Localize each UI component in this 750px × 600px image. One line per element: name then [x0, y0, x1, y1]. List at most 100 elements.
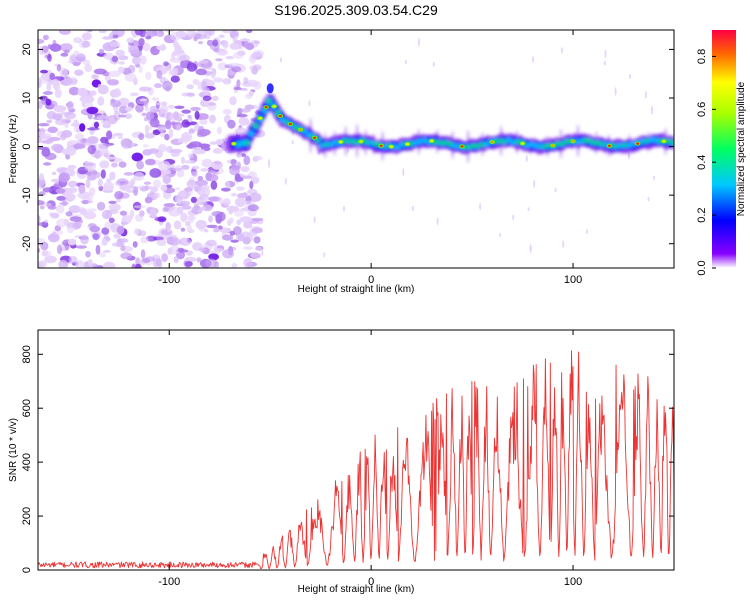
- spectrogram-noise-blob: [59, 43, 73, 52]
- spectrogram-noise-blob: [145, 111, 155, 121]
- spectrogram-noise-blob: [103, 52, 115, 60]
- spectrogram-noise-blob: [222, 40, 229, 50]
- spectrogram-noise-blob: [227, 62, 241, 67]
- spectrogram-noise-blob: [74, 69, 84, 76]
- spectrogram-noise-blob: [239, 216, 253, 224]
- spectrogram-noise-blob: [231, 262, 238, 268]
- spectrogram-noise-blob: [208, 196, 222, 202]
- spectrogram-noise-blob: [78, 184, 86, 194]
- spectrogram-noise-blob: [43, 162, 52, 166]
- spectrogram-noise-blob: [222, 198, 231, 206]
- spectrogram-noise-blob: [197, 221, 206, 232]
- spectrogram-noise-blob: [124, 73, 137, 82]
- snr-y-tick-label: 400: [21, 453, 33, 471]
- spectrogram-noise-blob: [201, 80, 207, 91]
- spectrogram-noise-speck: [479, 202, 482, 211]
- spectrogram-noise-blob: [217, 225, 223, 230]
- signal-inner: [323, 142, 330, 147]
- spectrogram-noise-blob: [229, 217, 234, 224]
- spectrogram-noise-blob: [251, 217, 264, 222]
- spectrogram-noise-blob: [180, 212, 188, 223]
- spectrogram-noise-blob: [149, 118, 160, 128]
- snr-y-tick-label: 600: [21, 399, 33, 417]
- spectrogram-noise-blob: [181, 109, 191, 114]
- spectrogram-noise-blob: [50, 212, 60, 219]
- spectrogram-noise-speck: [308, 100, 311, 107]
- spectrogram-noise-blob: [85, 178, 91, 189]
- spectrogram-noise-blob: [169, 57, 182, 63]
- spectrogram-noise-blob: [40, 69, 48, 74]
- spectrogram-frame: [37, 29, 675, 269]
- spectrogram-noise-blob: [205, 239, 217, 247]
- spectrogram-noise-speck: [411, 205, 414, 212]
- spectrogram-noise-speck: [432, 61, 435, 67]
- spectrogram-noise-blob: [164, 133, 170, 141]
- spectrogram-noise-blob: [128, 64, 136, 74]
- spectrogram-noise-blob: [176, 124, 181, 132]
- spectrogram-noise-blob: [222, 108, 232, 115]
- spectrogram-noise-blob: [80, 234, 89, 245]
- spectrogram-y-tick-label: 20: [21, 43, 33, 55]
- spectrogram-noise-blob: [81, 95, 95, 103]
- signal-inner: [345, 138, 352, 144]
- signal-hotspot-peak: [551, 144, 555, 147]
- spectrogram-noise-blob: [174, 195, 181, 203]
- spectrogram-noise-blob: [98, 252, 107, 258]
- spectrogram-noise-blob: [103, 181, 115, 192]
- spectrogram-noise-blob: [243, 76, 249, 85]
- spectrogram-noise-blob: [191, 171, 198, 177]
- spectrogram-noise-blob: [118, 97, 130, 106]
- spectrogram-noise-blob: [113, 233, 122, 239]
- spectrogram-noise-blob: [237, 193, 248, 199]
- spectrogram-noise-blob: [80, 138, 87, 144]
- spectrogram-noise-blob: [58, 172, 70, 183]
- spectrogram-noise-blob: [86, 106, 99, 115]
- spectrogram-noise-blob: [227, 119, 236, 129]
- spectrogram-noise-blob: [108, 217, 115, 224]
- spectrogram-noise-blob: [123, 172, 134, 176]
- spectrogram-noise-blob: [44, 255, 57, 264]
- signal-inner: [332, 140, 339, 145]
- spectrogram-noise-blob: [55, 188, 66, 194]
- spectrogram-noise-blob: [130, 179, 135, 187]
- spectrogram-noise-blob: [181, 119, 191, 128]
- signal-inner: [248, 130, 255, 137]
- spectrogram-noise-speck: [284, 177, 287, 185]
- spectrogram-noise-blob: [61, 199, 68, 207]
- spectrogram-noise-speck: [343, 205, 345, 212]
- spectrogram-noise-blob: [128, 45, 140, 54]
- spectrogram-noise-blob: [86, 208, 97, 212]
- spectrogram-noise-blob: [186, 224, 192, 233]
- signal-inner: [394, 144, 401, 150]
- spectrogram-noise-blob: [38, 248, 41, 253]
- spectrogram-noise-blob: [163, 203, 176, 207]
- spectrogram-noise-speck: [533, 179, 536, 188]
- spectrogram-y-tick-label: -10: [21, 187, 33, 203]
- spectrogram-noise-blob: [246, 30, 253, 34]
- spectrogram-noise-blob: [156, 239, 167, 246]
- spectrogram-noise-blob: [199, 119, 208, 125]
- spectrogram-noise-blob: [213, 47, 220, 53]
- spectrogram-noise-blob: [75, 245, 87, 249]
- signal-inner: [612, 143, 619, 149]
- spectrogram-noise-blob: [68, 255, 78, 264]
- spectrogram-noise-speck: [529, 243, 532, 254]
- spectrogram-noise-blob: [235, 127, 247, 136]
- spectrogram-noise-blob: [158, 160, 171, 171]
- spectrogram-noise-blob: [177, 190, 190, 200]
- signal-hotspot-peak: [460, 145, 464, 148]
- spectrogram-x-tick-label: 0: [368, 274, 374, 286]
- spectrogram-noise-blob: [156, 45, 167, 51]
- spectrogram-noise-blob: [253, 236, 261, 244]
- spectrogram-noise-blob: [145, 71, 152, 81]
- spectrogram-noise-blob: [233, 86, 242, 91]
- signal-hotspot-peak: [662, 140, 666, 143]
- spectrogram-noise-blob: [149, 168, 162, 178]
- spectrogram-noise-blob: [249, 180, 254, 190]
- spectrogram-noise-blob: [253, 81, 262, 90]
- colorbar-ticks: 0.0 0.2 0.4 0.6 0.8: [696, 49, 716, 276]
- spectrogram-noise-blob: [66, 224, 75, 234]
- spectrogram-noise-blob: [68, 145, 74, 150]
- spectrogram-noise-speck: [647, 196, 650, 202]
- spectrogram-noise-blob: [77, 207, 87, 212]
